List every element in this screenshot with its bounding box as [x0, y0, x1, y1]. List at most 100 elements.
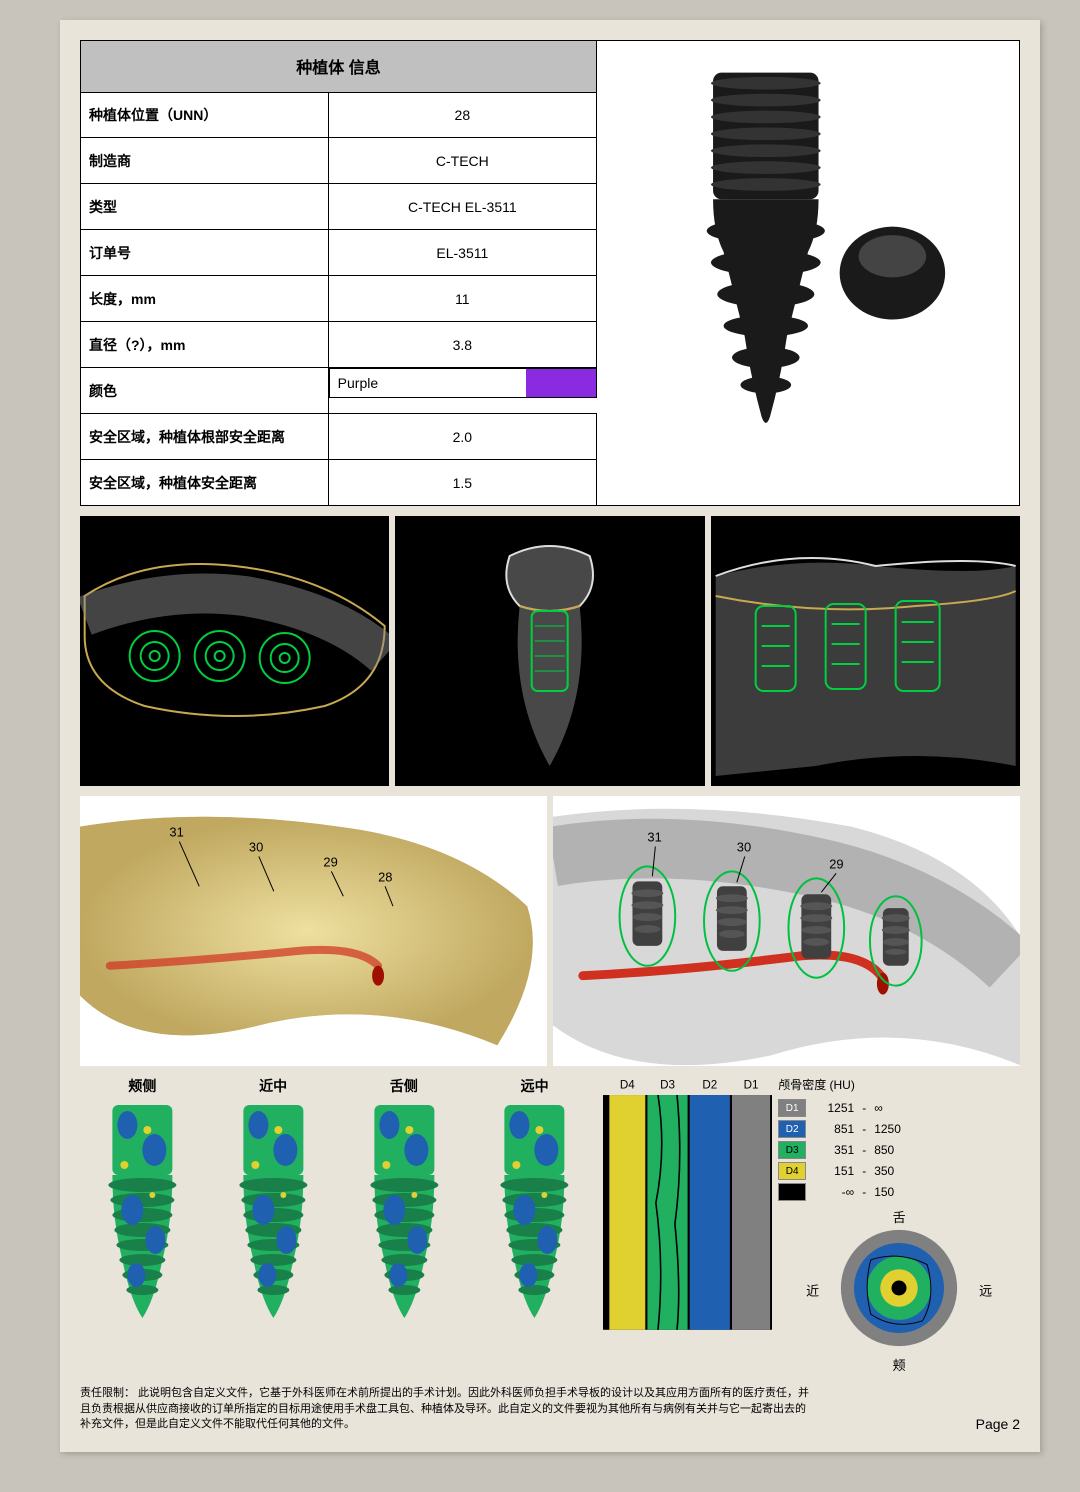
page-footer: 责任限制： 此说明包含自定义文件，它基于外科医师在术前所提出的手术计划。因此外科…	[80, 1386, 1020, 1432]
legend-from: -∞	[814, 1185, 854, 1199]
row-value: C-TECH EL-3511	[328, 184, 596, 230]
legend-row: D3351-850	[778, 1141, 1020, 1159]
table-row: 订单号EL-3511	[81, 230, 597, 276]
density-legend: 颅骨密度 (HU) D11251-∞D2851-1250D3351-850D41…	[778, 1076, 1020, 1366]
implant-info-block: 种植体 信息 种植体位置（UNN）28 制造商C-TECH 类型C-TECH E…	[80, 40, 1020, 506]
legend-to: 150	[874, 1185, 894, 1199]
implant-label: 29	[323, 855, 337, 870]
col-label: D4	[620, 1079, 635, 1092]
report-page: 种植体 信息 种植体位置（UNN）28 制造商C-TECH 类型C-TECH E…	[60, 20, 1040, 1452]
legend-row: D2 851-1250	[778, 1120, 1020, 1138]
ct-slice-row	[80, 516, 1020, 786]
implant-density-icon	[211, 1100, 336, 1320]
table-row: 安全区域，种植体安全距离1.5	[81, 460, 597, 506]
table-row: 长度，mm11	[81, 276, 597, 322]
legend-to: 850	[874, 1143, 894, 1157]
implant-density-icon	[472, 1100, 597, 1320]
implant-density-icon	[80, 1100, 205, 1320]
table-row: 安全区域，种植体根部安全距离2.0	[81, 414, 597, 460]
render3d-xray: 31 30 29	[553, 796, 1020, 1066]
row-label: 订单号	[81, 230, 329, 276]
legend-swatch: D1	[778, 1099, 806, 1117]
implant-label: 29	[829, 857, 843, 872]
table-row-color: 颜色 Purple	[81, 368, 597, 414]
view-lingual: 舌侧	[342, 1076, 467, 1325]
row-value: 28	[328, 92, 596, 138]
legend-swatch: D4	[778, 1162, 806, 1180]
table-row: 种植体位置（UNN）28	[81, 92, 597, 138]
legend-row: D1 1251-∞	[778, 1099, 1020, 1117]
table-row: 制造商C-TECH	[81, 138, 597, 184]
legend-sep: -	[854, 1143, 874, 1157]
density-row: 颊侧 近中 舌侧 远中	[80, 1076, 1020, 1366]
implant-label: 30	[737, 840, 751, 855]
row-value: 1.5	[328, 460, 596, 506]
render3d-bone: 31 30 29 28	[80, 796, 547, 1066]
row-value: 11	[328, 276, 596, 322]
row-label: 种植体位置（UNN）	[81, 92, 329, 138]
col-label: D1	[744, 1079, 759, 1092]
legend-sep: -	[854, 1164, 874, 1178]
color-name: Purple	[330, 369, 526, 397]
legend-swatch	[778, 1183, 806, 1201]
implant-density-icon	[342, 1100, 467, 1320]
table-row: 类型C-TECH EL-3511	[81, 184, 597, 230]
ring-label-bottom: 颊	[893, 1355, 906, 1374]
row-label: 制造商	[81, 138, 329, 184]
page-number: Page 2	[813, 1416, 1020, 1432]
color-cell: Purple	[329, 368, 597, 398]
col-label: D2	[702, 1079, 717, 1092]
implant-icon	[597, 41, 1019, 505]
legend-sep: -	[854, 1122, 874, 1136]
view-label: 舌侧	[342, 1076, 467, 1096]
implant-thumbnail	[597, 40, 1020, 506]
legend-from: 851	[814, 1122, 854, 1136]
implant-info-table: 种植体 信息 种植体位置（UNN）28 制造商C-TECH 类型C-TECH E…	[80, 40, 597, 506]
view-label: 颊侧	[80, 1076, 205, 1096]
implant-label: 31	[169, 825, 183, 840]
view-distal: 远中	[472, 1076, 597, 1325]
legend-sep: -	[854, 1185, 874, 1199]
ct-cross-panel	[395, 516, 704, 786]
legend-sep: -	[854, 1101, 874, 1115]
row-label: 安全区域，种植体根部安全距离	[81, 414, 329, 460]
implant-label: 31	[647, 830, 661, 845]
row-label: 安全区域，种植体安全距离	[81, 460, 329, 506]
row-label: 类型	[81, 184, 329, 230]
ring-label-left: 近	[806, 1280, 819, 1299]
legend-swatch: D2	[778, 1120, 806, 1138]
view-buccal: 颊侧	[80, 1076, 205, 1325]
legend-to: ∞	[874, 1101, 883, 1115]
legend-title: 颅骨密度 (HU)	[778, 1076, 1020, 1093]
row-value: 3.8	[328, 322, 596, 368]
render3d-row: 31 30 29 28	[80, 796, 1020, 1066]
table-row: 直径（?），mm3.8	[81, 322, 597, 368]
legend-from: 351	[814, 1143, 854, 1157]
legend-to: 1250	[874, 1122, 901, 1136]
implant-label: 30	[249, 840, 263, 855]
legend-to: 350	[874, 1164, 894, 1178]
ring-label-top: 舌	[893, 1207, 906, 1226]
view-mesial: 近中	[211, 1076, 336, 1325]
table-title: 种植体 信息	[81, 41, 597, 93]
row-label: 直径（?），mm	[81, 322, 329, 368]
implant-views: 颊侧 近中 舌侧 远中	[80, 1076, 597, 1325]
legend-from: 151	[814, 1164, 854, 1178]
density-column-chart: D4 D3 D2 D1	[603, 1076, 772, 1316]
ct-panoramic-panel	[711, 516, 1020, 786]
view-label: 近中	[211, 1076, 336, 1096]
col-label: D3	[660, 1079, 675, 1092]
legend-row: -∞-150	[778, 1183, 1020, 1201]
ct-axial-panel	[80, 516, 389, 786]
view-label: 远中	[472, 1076, 597, 1096]
row-label: 长度，mm	[81, 276, 329, 322]
color-swatch	[526, 369, 596, 397]
row-value: EL-3511	[328, 230, 596, 276]
legend-row: D4 151-350	[778, 1162, 1020, 1180]
row-label: 颜色	[81, 368, 329, 414]
row-value: 2.0	[328, 414, 596, 460]
density-ring: 舌 远 颊 近	[778, 1213, 1020, 1366]
legend-from: 1251	[814, 1101, 854, 1115]
row-value: C-TECH	[328, 138, 596, 184]
implant-label: 28	[378, 870, 392, 885]
